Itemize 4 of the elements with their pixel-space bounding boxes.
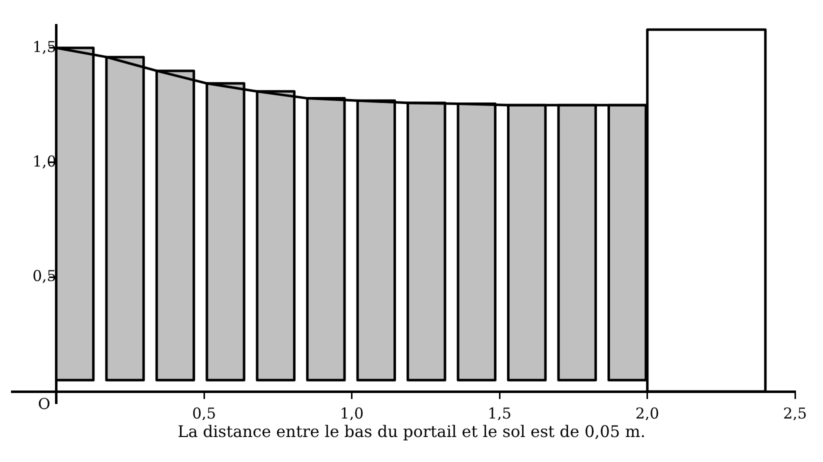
y-tick-label: 0,5 (32, 266, 56, 285)
annotation: O (38, 394, 50, 413)
y-tick-label: 1,5 (32, 38, 56, 56)
text: La distance entre le bas du portail et le sol est de 0,05 m. (176, 422, 646, 441)
